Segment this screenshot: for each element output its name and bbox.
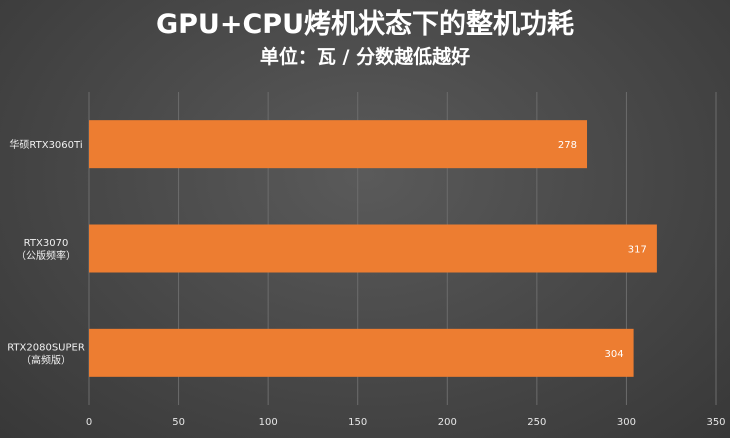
- category-label-2-0: RTX2080SUPER: [7, 342, 85, 353]
- bar-1: [89, 224, 657, 273]
- x-tick-label-5: 250: [527, 417, 546, 428]
- x-tick-label-3: 150: [348, 417, 367, 428]
- bar-2: [89, 328, 634, 377]
- category-label-2-1: （高频版）: [21, 353, 71, 366]
- category-label-0-0: 华硕RTX3060Ti: [9, 138, 82, 151]
- data-label-0: 278: [558, 140, 577, 151]
- x-tick-label-4: 200: [438, 417, 457, 428]
- x-tick-label-6: 300: [617, 417, 636, 428]
- x-tick-label-0: 0: [86, 417, 92, 428]
- category-label-1-0: RTX3070: [24, 238, 69, 249]
- bar-0: [89, 120, 588, 169]
- x-axis: 0 50 100 150 200 250 300 350: [86, 417, 726, 428]
- x-tick-label-7: 350: [706, 417, 725, 428]
- data-label-1: 317: [628, 245, 647, 256]
- bars: 278 华硕RTX3060Ti 317 RTX3070（公版频率） 304 RTX2080…: [7, 120, 657, 377]
- chart-title: GPU+CPU烤机状态下的整机功耗: [155, 9, 575, 40]
- x-tick-label-2: 100: [259, 417, 278, 428]
- chart-subtitle: 单位：瓦 / 分数越低越好: [259, 46, 471, 68]
- category-label-1-1: （公版频率）: [16, 249, 76, 262]
- x-tick-label-1: 50: [172, 417, 185, 428]
- data-label-2: 304: [605, 349, 624, 360]
